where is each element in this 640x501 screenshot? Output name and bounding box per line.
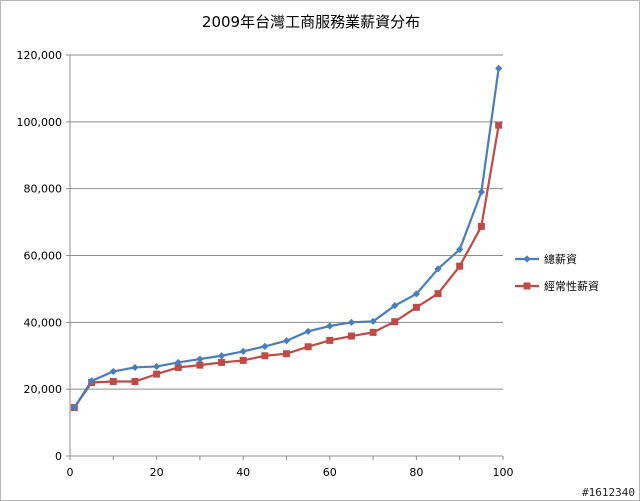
data-point [304, 327, 312, 335]
data-point [347, 318, 356, 326]
data-point [131, 377, 139, 385]
data-point [153, 362, 161, 371]
data-point [477, 188, 485, 196]
data-point [261, 342, 269, 350]
data-point [495, 121, 503, 129]
x-tick-label: 80 [409, 466, 423, 479]
data-point [326, 322, 334, 330]
y-tick-label: 100,000 [17, 116, 63, 129]
x-tick-label: 0 [67, 466, 74, 479]
data-point [217, 352, 226, 360]
data-point [412, 303, 420, 311]
data-point [434, 265, 442, 273]
data-point [304, 343, 312, 351]
legend-label: 經常性薪資 [544, 279, 599, 293]
x-tick-label: 20 [150, 466, 164, 479]
data-point [347, 332, 355, 340]
data-point [196, 355, 204, 363]
legend-label: 總薪資 [544, 252, 577, 266]
data-point [196, 361, 204, 369]
series-2 [70, 121, 503, 412]
data-point [109, 367, 117, 376]
legend-item: 經常性薪資 [515, 279, 599, 293]
data-point [477, 222, 485, 230]
data-point [391, 318, 399, 326]
data-point [109, 377, 117, 385]
gridlines [70, 54, 503, 390]
legend-item: 總薪資 [515, 252, 577, 266]
legend-marker [523, 255, 531, 263]
data-point [174, 363, 182, 371]
data-point [283, 350, 290, 358]
data-point [456, 262, 464, 270]
data-point [326, 336, 334, 344]
data-point [391, 302, 399, 310]
y-tick-label: 40,000 [24, 316, 63, 329]
data-point [174, 358, 182, 367]
y-tick-label: 120,000 [17, 49, 63, 62]
chart-title: 2009年台灣工商服務業薪資分布 [202, 13, 420, 31]
data-point [282, 337, 291, 345]
y-tick-label: 80,000 [24, 183, 63, 196]
x-tick-label: 100 [493, 466, 514, 479]
y-tick-label: 20,000 [24, 383, 63, 396]
watermark-text: #1612340 [582, 486, 635, 499]
data-point [88, 377, 96, 385]
data-point [369, 317, 377, 325]
data-point [456, 245, 464, 254]
data-point [495, 64, 503, 72]
data-point [70, 403, 78, 412]
series-group [70, 64, 503, 412]
legend-marker [523, 282, 531, 290]
data-point [153, 370, 161, 378]
series-1 [70, 64, 503, 412]
x-tick-label: 40 [236, 466, 250, 479]
data-point [369, 328, 377, 336]
data-point [131, 363, 139, 372]
data-point [434, 290, 442, 298]
series-line [73, 124, 500, 409]
data-point [412, 290, 420, 298]
axes: 0 20,000 40,000 60,000 80,000 100,000 120,000 0… [17, 49, 514, 479]
data-point [261, 352, 269, 360]
y-tick-label: 60,000 [24, 250, 63, 263]
data-point [239, 356, 247, 364]
data-point [239, 347, 247, 356]
y-tick-label: 0 [55, 450, 62, 463]
data-point [218, 358, 226, 366]
x-tick-label: 60 [323, 466, 337, 479]
